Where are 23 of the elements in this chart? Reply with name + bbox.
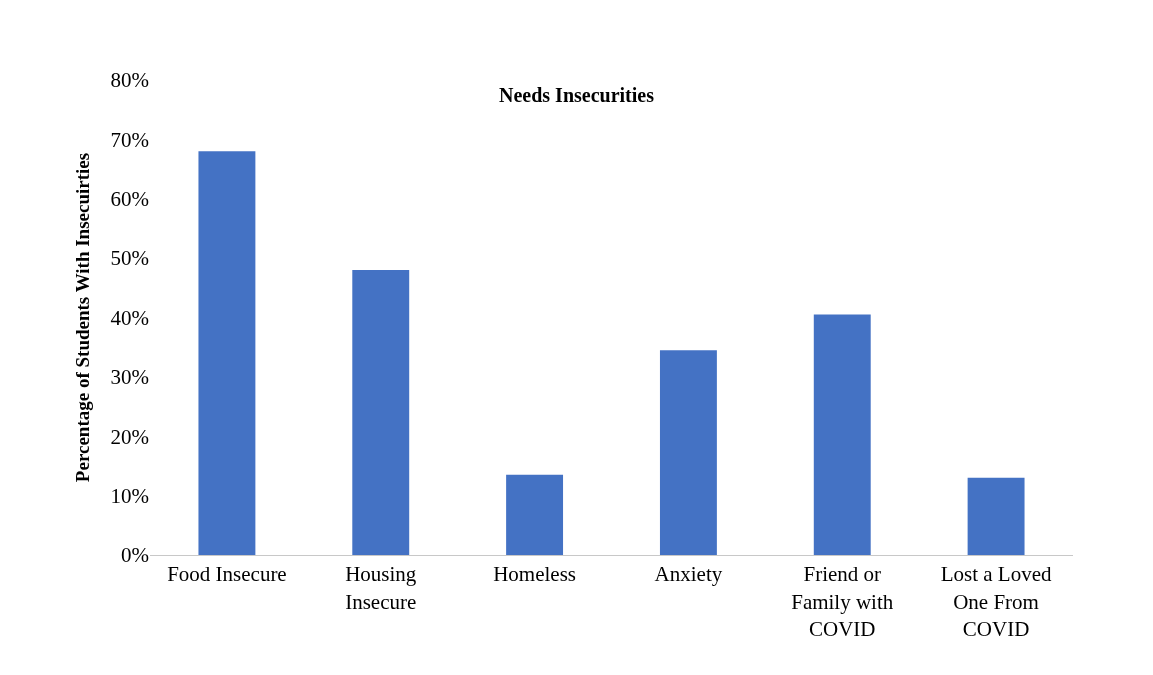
x-tick-label: Friend or Family with COVID bbox=[791, 562, 894, 641]
bar bbox=[659, 350, 717, 555]
y-tick-label: 50% bbox=[110, 246, 149, 271]
bar bbox=[198, 151, 256, 555]
x-tick-label: Anxiety bbox=[654, 562, 723, 587]
y-tick-label: 40% bbox=[110, 305, 149, 330]
y-tick-label: 30% bbox=[110, 365, 149, 390]
y-tick-label: 20% bbox=[110, 424, 149, 449]
y-tick-label: 80% bbox=[110, 68, 149, 93]
x-tick-label: Homeless bbox=[493, 562, 576, 587]
y-tick-label: 0% bbox=[121, 543, 149, 568]
y-tick-label: 70% bbox=[110, 127, 149, 152]
bar bbox=[352, 270, 410, 555]
y-tick-label: 10% bbox=[110, 483, 149, 508]
x-tick-label: Housing Insecure bbox=[345, 562, 417, 614]
chart-title: Needs Insecurities bbox=[499, 83, 655, 106]
x-tick-label: Lost a Loved One From COVID bbox=[940, 562, 1052, 641]
y-tick-label: 60% bbox=[110, 187, 149, 212]
bar bbox=[967, 477, 1025, 555]
bar bbox=[506, 474, 564, 555]
y-axis-title: Percentage of Students With Insecuirties bbox=[72, 152, 94, 483]
bar bbox=[813, 314, 871, 555]
x-tick-label: Food Insecure bbox=[167, 562, 287, 587]
